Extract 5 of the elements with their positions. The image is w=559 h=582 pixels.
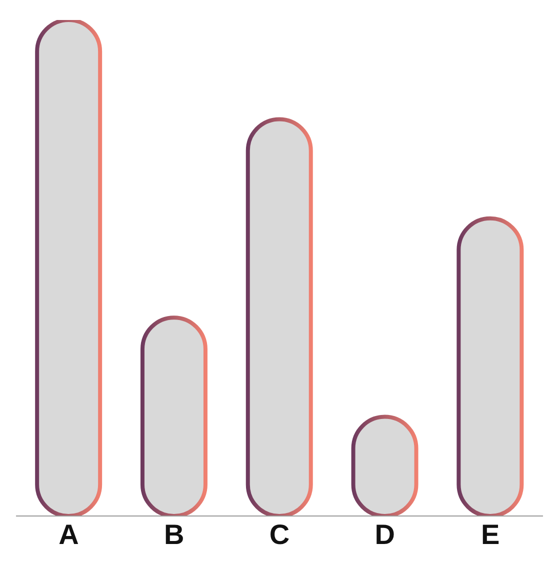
x-tick-label: E: [480, 518, 500, 550]
x-tick-label: C: [269, 518, 290, 550]
x-tick-label: A: [58, 518, 79, 550]
x-tick-label: B: [164, 518, 184, 550]
x-tick-label: D: [374, 518, 396, 550]
